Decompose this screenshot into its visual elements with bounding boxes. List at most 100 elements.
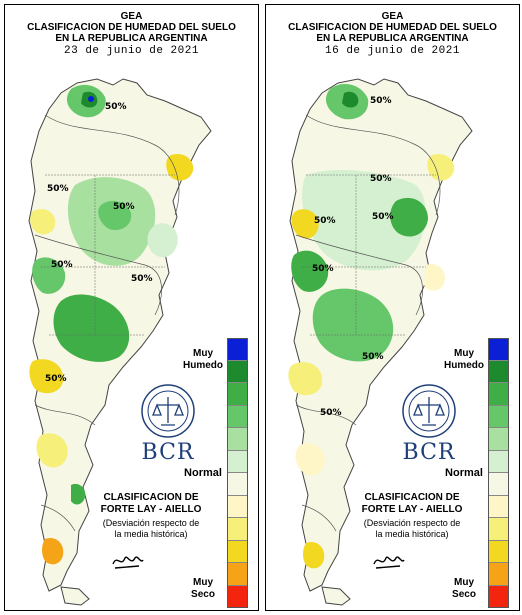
very-wet-zone-north	[342, 91, 359, 108]
province-borders	[41, 174, 175, 336]
legend-swatch	[227, 518, 248, 541]
contour-label: 50%	[51, 260, 73, 270]
legend-swatch	[227, 450, 248, 473]
very-dry-zone-south	[42, 537, 64, 565]
tierra-del-fuego	[321, 586, 351, 606]
map-date: 16 de junio de 2021	[325, 45, 460, 57]
contour-label: 50%	[113, 202, 135, 212]
legend-swatch	[488, 338, 509, 361]
wet-zone-patagonia	[71, 483, 86, 505]
classification-note: (Desviación respecto de la media históri…	[363, 518, 461, 539]
contour-label: 50%	[45, 374, 67, 384]
wet-zone-west	[32, 257, 66, 294]
signature-mark	[373, 556, 405, 569]
legend-label-very-wet: Muy Humedo	[183, 348, 223, 371]
wet-zone-center	[53, 294, 130, 362]
legend-label-very-wet: Muy Humedo	[444, 348, 484, 371]
map-title-line2: EN LA REPUBLICA ARGENTINA	[55, 33, 208, 44]
legend-label-normal: Normal	[445, 467, 483, 479]
contour-line	[34, 404, 96, 426]
bcr-seal-logo	[141, 384, 195, 438]
classification-note: (Desviación respecto de la media históri…	[102, 518, 200, 539]
bcr-logo-text: BCR	[141, 440, 195, 465]
contour-label: 50%	[370, 174, 392, 184]
contour-label: 50%	[105, 102, 127, 112]
contour-label: 50%	[362, 352, 384, 362]
color-legend	[227, 338, 248, 608]
contour-label: 50%	[314, 216, 336, 226]
legend-swatch	[488, 540, 509, 563]
legend-label-normal: Normal	[184, 467, 222, 479]
map-title-line1: CLASIFICACION DE HUMEDAD DEL SUELO	[288, 22, 497, 33]
map-panel-left: 50% 50% 50% 50% 50% 50% GEA CLASIFICACIO…	[4, 4, 259, 611]
legend-swatch	[227, 338, 248, 361]
legend-swatch	[488, 450, 509, 473]
legend-swatch	[227, 540, 248, 563]
legend-swatch	[488, 428, 509, 451]
legend-swatch	[488, 563, 509, 586]
legend-swatch	[227, 428, 248, 451]
province-borders	[302, 174, 436, 336]
tierra-del-fuego	[60, 586, 90, 606]
legend-label-very-dry: Muy Seco	[452, 577, 476, 600]
contour-line	[305, 114, 441, 216]
contour-label: 50%	[131, 274, 153, 284]
org-label: GEA	[120, 11, 143, 22]
dry-zone-south2	[36, 433, 68, 468]
soil-moisture-map: 50% 50% 50% 50% 50% 50%	[28, 78, 212, 606]
legend-label-very-dry: Muy Seco	[191, 577, 215, 600]
legend-swatch	[488, 495, 509, 518]
bcr-logo-text: BCR	[402, 440, 456, 465]
dry-zone-south2	[295, 443, 325, 476]
contour-line	[295, 404, 357, 426]
humid-zone-center	[302, 170, 426, 271]
dry-zone-west	[291, 209, 319, 239]
legend-swatch	[488, 518, 509, 541]
dry-zone-south1	[288, 362, 323, 396]
humid-zone-east	[147, 223, 178, 258]
contour-label: 50%	[370, 96, 392, 106]
legend-swatch	[227, 563, 248, 586]
dry-zone-south1	[29, 359, 64, 394]
bcr-seal-logo	[402, 384, 456, 438]
legend-swatch	[227, 585, 248, 608]
wet-zone-east	[390, 197, 428, 237]
dry-zone-northeast	[427, 153, 455, 181]
dry-zone-northeast	[166, 153, 194, 181]
legend-swatch	[488, 585, 509, 608]
legend-swatch	[488, 383, 509, 406]
contour-label: 50%	[372, 212, 394, 222]
wet-zone-west	[291, 250, 329, 292]
map-date: 23 de junio de 2021	[64, 45, 199, 57]
dry-zone-east	[424, 264, 445, 291]
legend-swatch	[227, 383, 248, 406]
legend-swatch	[488, 360, 509, 383]
soil-moisture-map: 50% 50% 50% 50% 50% 50% 50%	[288, 78, 473, 606]
very-wet-spot	[88, 96, 94, 102]
contour-line	[40, 504, 76, 532]
classification-title: CLASIFICACION DE FORTE LAY - AIELLO	[361, 492, 463, 515]
dry-zone-west	[30, 208, 56, 235]
wet-zone-center	[312, 288, 394, 362]
contour-label: 50%	[320, 408, 342, 418]
legend-swatch	[227, 405, 248, 428]
color-legend	[488, 338, 509, 608]
classification-title: CLASIFICACION DE FORTE LAY - AIELLO	[100, 492, 202, 515]
contour-line	[44, 114, 180, 216]
map-title-line2: EN LA REPUBLICA ARGENTINA	[316, 33, 469, 44]
very-dry-zone-south	[303, 541, 325, 569]
contour-label: 50%	[312, 264, 334, 274]
map-panel-right: 50% 50% 50% 50% 50% 50% 50% GEA CLASIFIC…	[265, 4, 520, 611]
contour-label: 50%	[47, 184, 69, 194]
org-label: GEA	[381, 11, 404, 22]
wet-zone-mid	[98, 200, 132, 231]
legend-swatch	[227, 360, 248, 383]
contour-line	[34, 234, 162, 316]
contour-line	[295, 234, 423, 316]
legend-swatch	[227, 473, 248, 496]
signature-mark	[112, 556, 144, 569]
legend-swatch	[488, 405, 509, 428]
contour-line	[301, 504, 337, 532]
map-title-line1: CLASIFICACION DE HUMEDAD DEL SUELO	[27, 22, 236, 33]
legend-swatch	[227, 495, 248, 518]
